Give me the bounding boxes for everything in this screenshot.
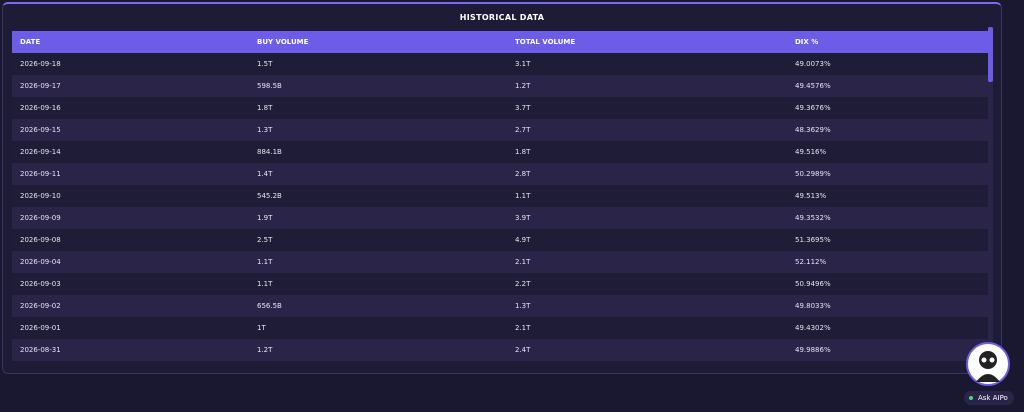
data-row: 2026-09-08 2.5T 4.9T 51.3695%: [12, 229, 991, 251]
cell: 49.8033%: [795, 302, 831, 310]
data-row: 2026-09-01 1T 2.1T 49.4302%: [12, 317, 991, 339]
assistant-avatar[interactable]: [966, 342, 1010, 386]
data-row: 2026-09-14 884.1B 1.8T 49.516%: [12, 141, 991, 163]
cell: 2026-09-16: [20, 104, 61, 112]
cell: 2026-09-02: [20, 302, 61, 310]
cell: 2026-09-15: [20, 126, 61, 134]
cell: 52.112%: [795, 258, 827, 266]
cell: 49.9886%: [795, 346, 831, 354]
cell: 49.4576%: [795, 82, 831, 90]
cell: 2.5T: [257, 236, 273, 244]
cell: 2026-09-01: [20, 324, 61, 332]
column-header: DIX %: [795, 38, 819, 46]
data-row: 2026-09-04 1.1T 2.1T 52.112%: [12, 251, 991, 273]
ask-label: Ask AIPo: [978, 394, 1008, 402]
data-row: 2026-09-11 1.4T 2.8T 50.2989%: [12, 163, 991, 185]
cell: 51.3695%: [795, 236, 831, 244]
table: DATE BUY VOLUME TOTAL VOLUME DIX % 2026-09-1…: [12, 31, 991, 361]
cell: 4.9T: [515, 236, 531, 244]
cell: 49.0073%: [795, 60, 831, 68]
cell: 2026-09-04: [20, 258, 61, 266]
cell: 1.4T: [257, 170, 273, 178]
cell: 50.9496%: [795, 280, 831, 288]
data-row: 2026-09-16 1.8T 3.7T 49.3676%: [12, 97, 991, 119]
cell: 2.8T: [515, 170, 531, 178]
cell: 598.5B: [257, 82, 282, 90]
cell: 2026-09-03: [20, 280, 61, 288]
cell: 656.5B: [257, 302, 282, 310]
cell: 1.3T: [515, 302, 531, 310]
cell: 1.1T: [257, 280, 273, 288]
cell: 2026-09-17: [20, 82, 61, 90]
cell: 3.1T: [515, 60, 531, 68]
column-header: BUY VOLUME: [257, 38, 309, 46]
cell: 2.1T: [515, 258, 531, 266]
cell: 48.3629%: [795, 126, 831, 134]
cell: 2026-09-11: [20, 170, 61, 178]
cell: 1.1T: [515, 192, 531, 200]
cell: 1.3T: [257, 126, 273, 134]
avatar-icon: [976, 351, 1000, 382]
cell: 545.2B: [257, 192, 282, 200]
scroll-thumb[interactable]: [988, 27, 993, 82]
cell: 2026-09-09: [20, 214, 61, 222]
column-header: DATE: [20, 38, 41, 46]
data-row: 2026-09-18 1.5T 3.1T 49.0073%: [12, 53, 991, 75]
cell: 3.7T: [515, 104, 531, 112]
cell: 49.4302%: [795, 324, 831, 332]
cell: 2026-09-18: [20, 60, 61, 68]
cell: 2026-09-08: [20, 236, 61, 244]
cell: 49.513%: [795, 192, 827, 200]
cell: 1.8T: [257, 104, 273, 112]
status-dot: [969, 396, 973, 400]
data-row: 2026-09-09 1.9T 3.9T 49.3532%: [12, 207, 991, 229]
cell: 1T: [257, 324, 266, 332]
data-row: 2026-08-31 1.2T 2.4T 49.9886%: [12, 339, 991, 361]
ask-button[interactable]: Ask AIPo: [964, 391, 1014, 405]
cell: 1.8T: [515, 148, 531, 156]
cell: 49.516%: [795, 148, 827, 156]
cell: 1.9T: [257, 214, 273, 222]
column-header: TOTAL VOLUME: [515, 38, 576, 46]
cell: 2026-09-14: [20, 148, 61, 156]
data-row: 2026-09-02 656.5B 1.3T 49.8033%: [12, 295, 991, 317]
cell: 1.2T: [515, 82, 531, 90]
cell: 1.1T: [257, 258, 273, 266]
panel-title: HISTORICAL DATA: [459, 13, 545, 22]
cell: 2.4T: [515, 346, 531, 354]
cell: 49.3532%: [795, 214, 831, 222]
cell: 50.2989%: [795, 170, 831, 178]
header-row: DATE BUY VOLUME TOTAL VOLUME DIX %: [12, 31, 991, 53]
cell: 2026-09-10: [20, 192, 61, 200]
cell: 1.2T: [257, 346, 273, 354]
data-row: 2026-09-15 1.3T 2.7T 48.3629%: [12, 119, 991, 141]
cell: 2.1T: [515, 324, 531, 332]
data-row: 2026-09-10 545.2B 1.1T 49.513%: [12, 185, 991, 207]
cell: 49.3676%: [795, 104, 831, 112]
cell: 884.1B: [257, 148, 282, 156]
data-row: 2026-09-17 598.5B 1.2T 49.4576%: [12, 75, 991, 97]
panel: HISTORICAL DATA DATE BUY VOLUME TOTAL VOLU…: [2, 2, 1002, 374]
scrollbar[interactable]: [988, 27, 993, 372]
data-row: 2026-09-03 1.1T 2.2T 50.9496%: [12, 273, 991, 295]
cell: 3.9T: [515, 214, 531, 222]
cell: 1.5T: [257, 60, 273, 68]
cell: 2.7T: [515, 126, 531, 134]
cell: 2.2T: [515, 280, 531, 288]
cell: 2026-08-31: [20, 346, 61, 354]
